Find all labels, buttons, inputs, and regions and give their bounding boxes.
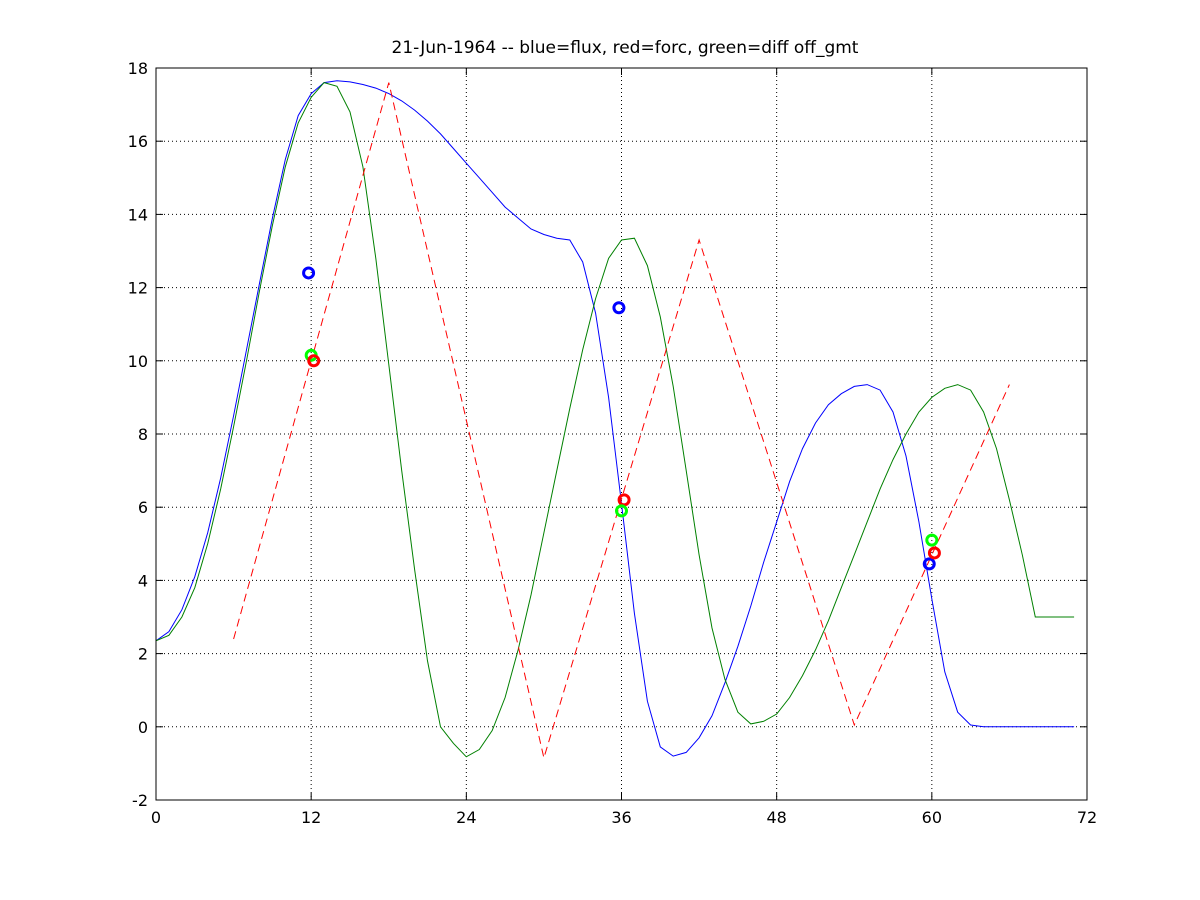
x-tick-label: 0 [151, 808, 161, 827]
y-tick-label: -2 [132, 791, 148, 810]
data-marker [927, 546, 941, 560]
y-tick-label: 2 [138, 645, 148, 664]
data-marker [615, 504, 628, 518]
y-tick-label: 12 [128, 279, 148, 298]
plot-area-frame [155, 67, 1088, 801]
y-tick-label: 0 [138, 718, 148, 737]
y-tick-label: 18 [128, 59, 148, 78]
marker-layer [302, 266, 941, 571]
data-marker [307, 354, 321, 368]
x-tick-label: 12 [301, 808, 321, 827]
data-marker [922, 557, 936, 571]
y-tick-label: 16 [128, 132, 148, 151]
y-tick-label: 14 [128, 205, 148, 224]
x-tick-label: 60 [922, 808, 942, 827]
data-marker [612, 301, 626, 315]
series-layer [155, 80, 1075, 760]
x-tick-label: 72 [1077, 808, 1097, 827]
y-tick-label: 10 [128, 352, 148, 371]
data-marker [617, 493, 631, 507]
x-tick-label: 24 [456, 808, 476, 827]
data-marker [302, 266, 316, 280]
series-line-0 [155, 80, 1075, 757]
grid-layer [156, 68, 1087, 800]
y-tick-label: 8 [138, 425, 148, 444]
series-line-2 [233, 82, 1010, 760]
x-tick-label: 36 [611, 808, 631, 827]
chart-title: 21-Jun-1964 -- blue=flux, red=forc, gree… [392, 38, 859, 58]
series-line-1 [155, 82, 1075, 758]
x-tick-label: 48 [766, 808, 786, 827]
y-tick-label: 4 [138, 571, 148, 590]
y-tick-label: 6 [138, 498, 148, 517]
data-marker [925, 533, 939, 547]
